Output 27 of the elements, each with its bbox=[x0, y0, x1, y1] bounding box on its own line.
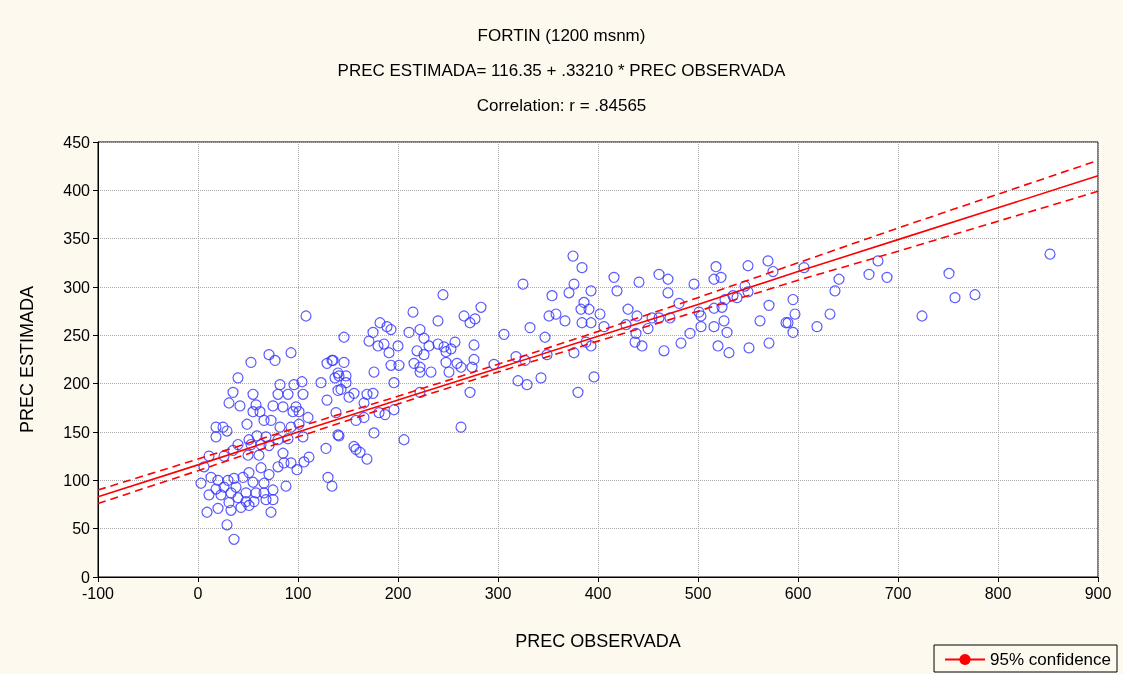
y-tick-label: 150 bbox=[63, 423, 91, 441]
y-tick-label: 100 bbox=[63, 471, 91, 489]
x-tick-label: 100 bbox=[284, 584, 312, 602]
x-tick-label: 300 bbox=[484, 584, 512, 602]
x-tick-label: 500 bbox=[684, 584, 712, 602]
x-tick-label: 700 bbox=[884, 584, 912, 602]
x-tick-label: -100 bbox=[81, 584, 115, 602]
x-axis-title: PREC OBSERVADA bbox=[515, 631, 681, 651]
x-tick-label: 600 bbox=[784, 584, 812, 602]
y-tick-label: 200 bbox=[63, 375, 91, 393]
x-tick-label: 0 bbox=[193, 584, 203, 602]
legend-label: 95% confidence bbox=[990, 650, 1112, 669]
y-tick-label: 250 bbox=[63, 326, 91, 344]
x-tick-label: 900 bbox=[1084, 584, 1112, 602]
text: Correlation: r = .84565 bbox=[476, 96, 647, 115]
y-tick-label: 50 bbox=[72, 520, 91, 538]
x-tick-label: 400 bbox=[584, 584, 612, 602]
y-tick-label: 450 bbox=[63, 133, 91, 151]
y-tick-label: 0 bbox=[81, 568, 91, 586]
y-axis-title: PREC ESTIMADA bbox=[17, 285, 37, 434]
chart-title: FORTIN (1200 msnm) bbox=[477, 26, 646, 45]
x-tick-label: 800 bbox=[984, 584, 1012, 602]
y-tick-label: 400 bbox=[63, 181, 91, 199]
y-tick-label: 350 bbox=[63, 230, 91, 248]
y-tick-label: 300 bbox=[63, 278, 91, 296]
chart-subtitle: PREC ESTIMADA= 116.35 + .33210 * PREC OBSERVADA bbox=[337, 61, 787, 80]
x-tick-label: 200 bbox=[384, 584, 412, 602]
